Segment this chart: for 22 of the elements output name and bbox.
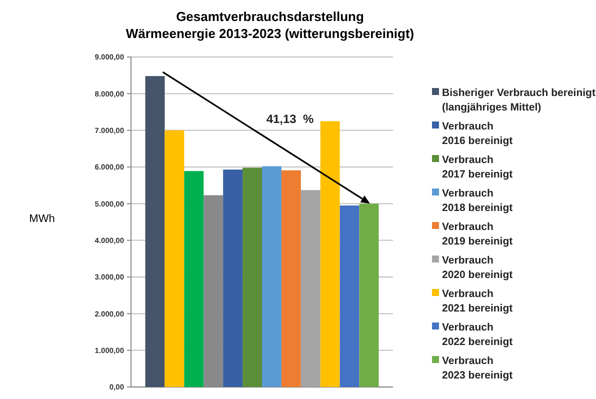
bar <box>340 206 360 387</box>
legend-label: Verbrauch 2023 bereinigt <box>442 355 514 382</box>
legend-label: Verbrauch 2018 bereinigt <box>442 188 514 214</box>
bar <box>262 166 282 387</box>
legend-label: Verbrauch 2016 bereinigt <box>442 120 514 147</box>
bar <box>320 121 340 387</box>
legend-label: Verbrauch 2017 bereinigt <box>442 154 514 180</box>
bar <box>242 168 262 387</box>
legend-label: Verbrauch 2021 bereinigt <box>442 288 514 314</box>
legend-label: Verbrauch 2020 bereinigt <box>442 254 514 281</box>
legend-label: Verbrauch 2019 bereinigt <box>442 221 514 248</box>
y-axis-title: MWh <box>29 213 55 225</box>
chart-title: Gesamtverbrauchsdarstellung Wärmeenergie 2013-2023 (witterungsbereinigt) <box>126 9 414 41</box>
bar <box>281 170 301 387</box>
legend-label: Verbrauch 2022 bereinigt <box>442 322 514 348</box>
bar <box>184 171 204 387</box>
annotation: 41,13 % <box>266 112 314 126</box>
bar <box>223 170 243 387</box>
legend-label: Bisheriger Verbrauch bereinigt (langjähriges Mittel) <box>442 87 596 114</box>
bar <box>164 130 184 387</box>
bar <box>300 190 320 387</box>
bar <box>145 76 165 387</box>
